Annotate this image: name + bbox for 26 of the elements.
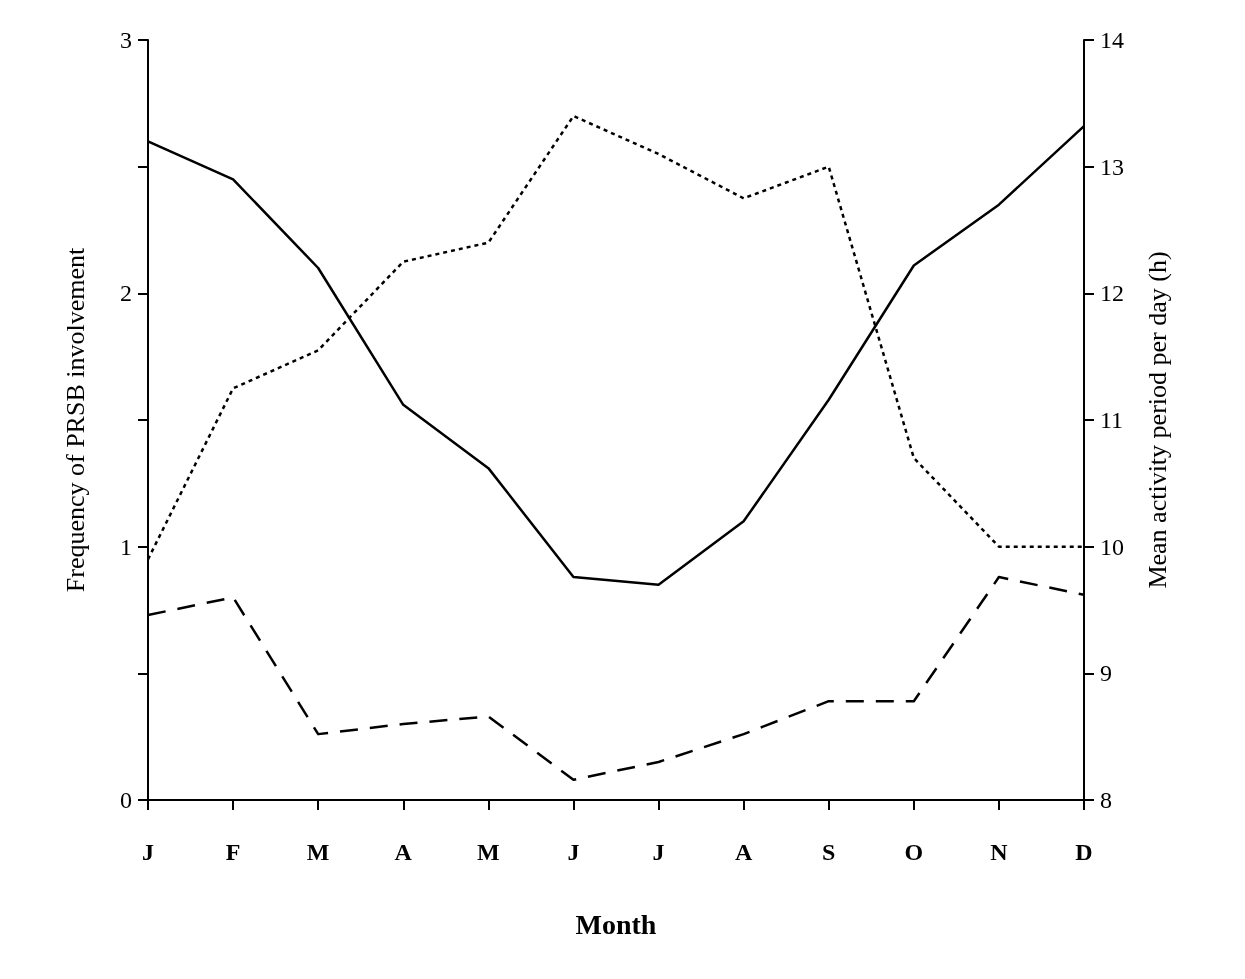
x-tick-label: S: [822, 839, 836, 865]
x-tick-label: O: [904, 839, 924, 865]
y2-tick-label: 8: [1100, 787, 1112, 813]
y2-tick-label: 14: [1100, 27, 1124, 53]
x-tick-label: J: [567, 839, 580, 865]
x-tick-label: A: [394, 839, 413, 865]
x-axis-title: Month: [575, 908, 657, 940]
y2-axis-title: Mean activity period per day (h): [1142, 251, 1172, 589]
y-tick-label: 0: [120, 787, 132, 813]
x-tick-label: M: [477, 839, 500, 865]
y-axis-title: Frequency of PRSB involvement: [60, 246, 90, 593]
x-tick-label: M: [306, 839, 330, 865]
x-tick-label: N: [990, 839, 1009, 865]
y2-tick-label: 11: [1100, 407, 1124, 433]
y-tick-label: 3: [120, 27, 132, 53]
x-tick-label: A: [734, 839, 753, 865]
x-tick-label: D: [1075, 839, 1093, 865]
y2-tick-label: 9: [1100, 660, 1112, 687]
y2-tick-label: 13: [1100, 153, 1124, 180]
x-tick-label: F: [225, 839, 241, 865]
y2-tick-label: 12: [1100, 280, 1124, 307]
x-tick-label: J: [142, 839, 154, 865]
x-tick-label: J: [652, 839, 665, 865]
y2-tick-label: 10: [1100, 533, 1124, 560]
y-tick-label: 1: [120, 533, 132, 560]
y-tick-label: 2: [120, 280, 132, 307]
